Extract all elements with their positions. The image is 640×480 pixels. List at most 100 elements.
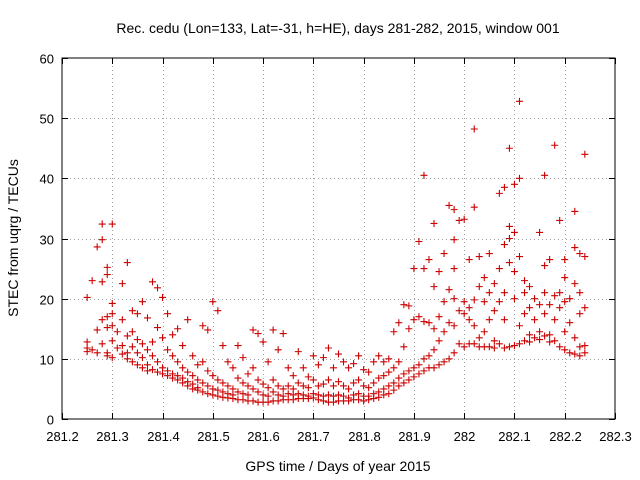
data-point (98, 340, 106, 348)
data-point (118, 280, 126, 288)
data-point (169, 352, 177, 360)
data-point (430, 283, 438, 291)
data-point (249, 364, 257, 372)
data-point (108, 322, 116, 330)
data-point (521, 337, 529, 345)
data-point (480, 274, 488, 282)
data-point (430, 346, 438, 354)
data-point (209, 298, 217, 306)
data-point (445, 319, 453, 327)
data-point (556, 304, 564, 312)
data-point (239, 390, 247, 398)
data-point (561, 346, 569, 354)
x-tick-label: 281.8 (348, 429, 381, 444)
data-point (324, 391, 332, 399)
data-point (410, 373, 418, 381)
data-point (420, 171, 428, 179)
data-point (425, 319, 433, 327)
data-point (495, 189, 503, 197)
data-point (209, 391, 217, 399)
data-point (505, 343, 513, 351)
data-point (490, 344, 498, 352)
data-point (370, 379, 378, 387)
data-point (284, 382, 292, 390)
data-point (143, 346, 151, 354)
data-point (556, 289, 564, 297)
data-point (365, 396, 373, 404)
data-point (380, 385, 388, 393)
data-point (299, 364, 307, 372)
data-point (385, 355, 393, 363)
data-point (184, 382, 192, 390)
data-point (299, 382, 307, 390)
data-point (254, 330, 262, 338)
data-point (405, 376, 413, 384)
data-point (400, 370, 408, 378)
data-point (108, 299, 116, 307)
data-point (224, 382, 232, 390)
data-point (420, 265, 428, 273)
data-point (455, 307, 463, 315)
data-point (390, 379, 398, 387)
data-point (365, 384, 373, 392)
data-point (420, 318, 428, 326)
data-point (83, 338, 91, 346)
data-point (415, 370, 423, 378)
data-point (510, 180, 518, 188)
data-point (214, 392, 222, 400)
data-point (576, 352, 584, 360)
x-axis-label: GPS time / Days of year 2015 (245, 458, 430, 474)
data-point (229, 395, 237, 403)
y-axis-label: STEC from uqrg / TECUs (5, 159, 21, 317)
data-point (264, 358, 272, 366)
data-point (566, 319, 574, 327)
data-point (395, 382, 403, 390)
y-tick-label: 10 (40, 353, 54, 368)
data-point (164, 372, 172, 380)
data-point (249, 326, 257, 334)
x-tick-label: 281.2 (46, 429, 79, 444)
data-point (475, 253, 483, 261)
data-point (93, 326, 101, 334)
data-point (164, 310, 172, 318)
data-point (515, 340, 523, 348)
data-point (274, 346, 282, 354)
data-point (184, 316, 192, 324)
data-point (561, 274, 569, 282)
data-point (274, 397, 282, 405)
data-point (309, 352, 317, 360)
data-point (490, 280, 498, 288)
data-point (284, 364, 292, 372)
data-point (319, 397, 327, 405)
data-point (536, 228, 544, 236)
data-point (148, 352, 156, 360)
data-point (505, 222, 513, 230)
data-point (526, 283, 534, 291)
data-point (510, 228, 518, 236)
data-point (274, 391, 282, 399)
x-tick-label: 281.3 (96, 429, 129, 444)
data-point (199, 358, 207, 366)
data-point (440, 298, 448, 306)
data-point (410, 364, 418, 372)
data-point (108, 220, 116, 228)
data-point (204, 390, 212, 398)
data-point (314, 382, 322, 390)
data-point (83, 293, 91, 301)
x-tick-label: 282.2 (549, 429, 582, 444)
data-point (435, 268, 443, 276)
data-point (551, 141, 559, 149)
data-point (113, 344, 121, 352)
data-point (385, 390, 393, 398)
data-point (269, 388, 277, 396)
data-point (204, 382, 212, 390)
plot-frame (61, 57, 616, 420)
data-point (108, 337, 116, 345)
x-tick-label: 281.4 (147, 429, 180, 444)
y-tick-label: 50 (40, 112, 54, 127)
data-point (510, 268, 518, 276)
data-point (279, 330, 287, 338)
data-point (440, 250, 448, 258)
data-point (546, 331, 554, 339)
data-point (425, 352, 433, 360)
